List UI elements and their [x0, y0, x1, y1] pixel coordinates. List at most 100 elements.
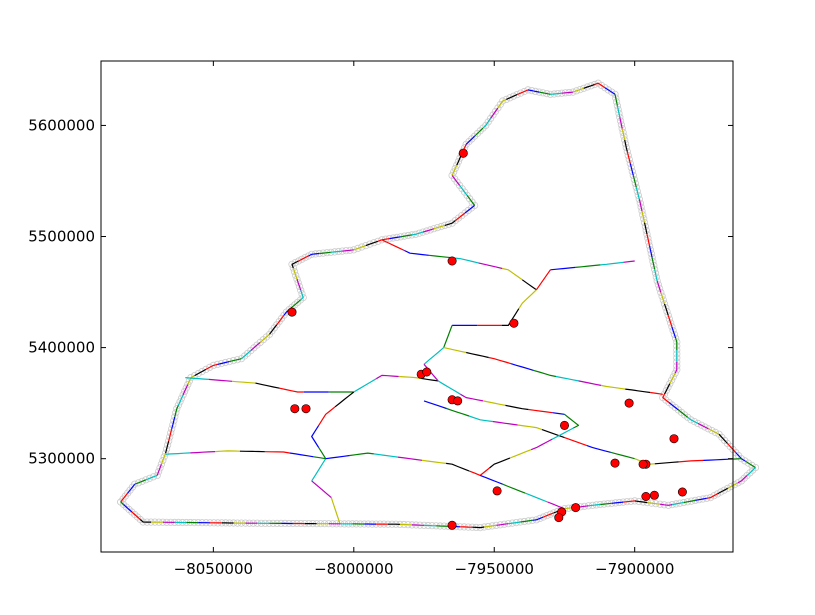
outline-segment [490, 107, 499, 119]
internal-boundary-segment [521, 279, 537, 291]
outline-vertex-marker [720, 486, 728, 494]
outline-vertex-marker [430, 225, 438, 233]
internal-boundary-segment [530, 438, 553, 451]
outline-vertex-marker [206, 363, 214, 371]
outline-vertex-marker [370, 239, 378, 247]
outline-segment [614, 94, 618, 106]
internal-boundary-segment [375, 374, 399, 380]
outline-vertex-marker [513, 91, 521, 99]
internal-boundary-segment [330, 497, 341, 524]
outline-vertex-marker [633, 187, 641, 195]
internal-boundary-segment [524, 492, 548, 503]
outline-vertex-marker [415, 229, 423, 237]
internal-boundary-segment [318, 406, 336, 426]
outline-vertex-marker [630, 175, 638, 183]
outline-vertex-marker [734, 479, 742, 487]
outline-vertex-marker [701, 423, 709, 431]
outline-segment [482, 118, 492, 129]
outline-segment [706, 493, 718, 499]
outline-segment [433, 224, 445, 230]
data-point [649, 490, 659, 500]
internal-boundary-segment [578, 380, 602, 386]
outline-vertex-marker [654, 281, 663, 289]
outline-vertex-marker [288, 260, 296, 268]
internal-boundary-segment [289, 452, 314, 458]
outline-vertex-marker [648, 254, 656, 262]
outline-segment [451, 164, 458, 176]
outline-vertex-marker [448, 171, 456, 179]
data-point [669, 434, 679, 444]
outline-segment [651, 257, 656, 270]
outline-segment [594, 82, 606, 89]
outline-segment [626, 151, 631, 164]
outline-vertex-marker [713, 490, 722, 498]
outline-segment [342, 249, 354, 252]
internal-boundary-segment [437, 380, 461, 395]
outline-vertex-marker [748, 461, 756, 469]
outline-segment [675, 338, 678, 350]
internal-boundary-segment [550, 266, 576, 271]
outline-segment [638, 199, 643, 212]
internal-boundary-segment [232, 380, 256, 384]
outline-vertex-marker [650, 261, 658, 269]
outline-vertex-marker [229, 356, 237, 365]
data-point [447, 256, 457, 266]
internal-boundary-segment [349, 452, 374, 457]
outline-vertex-marker [663, 307, 671, 316]
outline-vertex-marker [162, 449, 170, 457]
outline-vertex-marker [664, 311, 672, 319]
outline-vertex-marker [662, 386, 670, 395]
internal-boundary-segment [311, 458, 327, 482]
internal-boundary-segment [479, 474, 503, 485]
outline-segment [217, 361, 230, 365]
outline-vertex-marker [171, 413, 179, 421]
x-tick-label: −7900000 [595, 560, 674, 578]
outline-vertex-marker [623, 148, 631, 156]
internal-boundary-segment [318, 447, 327, 460]
x-axis-ticks: −8050000 −8000000 −7950000 −7900000 [174, 61, 674, 578]
data-point [422, 367, 432, 377]
internal-boundary-segment [325, 454, 350, 460]
outline-segment [120, 501, 124, 505]
internal-boundary-segment [381, 239, 405, 252]
internal-boundary-segment [279, 387, 304, 393]
outline-vertex-marker [655, 284, 664, 293]
outline-vertex-marker [181, 387, 189, 395]
outline-vertex-marker [644, 234, 652, 242]
outline-segment [377, 238, 390, 242]
outline-segment [174, 404, 179, 417]
outline-vertex-marker [708, 426, 716, 435]
outline-segment [300, 290, 304, 301]
internal-boundary-segment [551, 427, 574, 440]
outline-vertex-marker [616, 117, 625, 125]
outline-segment [550, 92, 562, 95]
internal-boundary-segment [208, 378, 233, 382]
internal-boundary-segment [505, 404, 529, 411]
outline-vertex-marker [153, 471, 161, 479]
outline-segment [619, 117, 623, 129]
outline-segment [718, 433, 728, 444]
data-point [509, 318, 519, 328]
outline-segment [737, 475, 748, 484]
outline-vertex-marker [639, 211, 647, 219]
outline-segment [229, 358, 242, 363]
outline-vertex-marker [671, 369, 679, 377]
outline-vertex-marker [298, 255, 306, 263]
outline-vertex-marker [295, 282, 304, 291]
outline-segment [672, 501, 684, 506]
outline-segment [139, 519, 151, 523]
outline-segment [165, 440, 170, 454]
outline-segment [656, 280, 662, 293]
outline-vertex-marker [499, 97, 507, 105]
internal-boundary-segment [479, 467, 490, 476]
data-point [638, 459, 648, 469]
outline-segment [735, 452, 746, 462]
outline-vertex-marker [182, 384, 190, 392]
internal-boundary-segment [541, 429, 565, 439]
internal-boundary-segment [478, 262, 503, 270]
outline-segment [643, 222, 648, 235]
outline-vertex-marker [221, 358, 229, 367]
outline-segment [588, 503, 601, 507]
outline-segment [674, 361, 678, 374]
outline-vertex-marker [645, 242, 654, 250]
